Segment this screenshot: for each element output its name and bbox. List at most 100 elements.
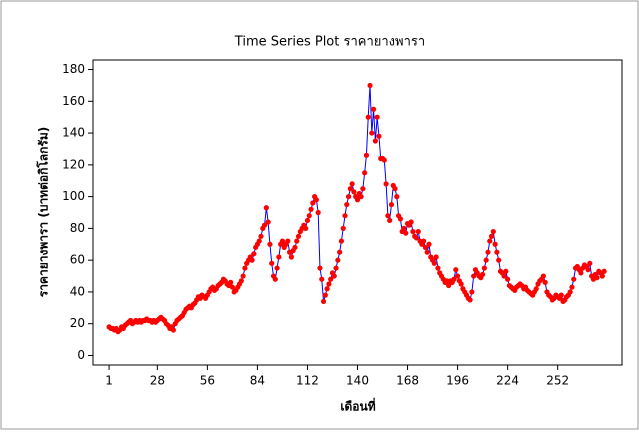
data-point — [292, 244, 298, 251]
data-point — [263, 205, 269, 211]
data-point — [337, 249, 343, 255]
data-point — [342, 213, 348, 219]
data-point — [410, 228, 416, 235]
x-tick-label: 224 — [496, 374, 519, 388]
data-point — [381, 157, 387, 163]
data-point — [483, 257, 489, 263]
data-point — [256, 238, 262, 244]
data-point — [351, 189, 357, 195]
data-point — [469, 289, 475, 295]
data-point — [358, 194, 364, 200]
x-tick-label: 168 — [396, 374, 419, 388]
plot-area — [92, 59, 623, 366]
data-point — [279, 238, 286, 244]
data-point — [338, 238, 345, 244]
data-point — [238, 278, 244, 284]
data-point — [558, 292, 564, 298]
data-point — [421, 238, 427, 244]
data-point — [401, 225, 407, 231]
data-point — [496, 257, 502, 263]
data-point — [276, 254, 282, 260]
data-point — [408, 219, 414, 225]
y-tick-label: 0 — [77, 348, 85, 362]
x-tick-label: 28 — [150, 374, 165, 388]
y-tick-label: 80 — [70, 221, 85, 235]
data-point — [487, 238, 493, 244]
data-point — [335, 257, 341, 263]
data-point — [362, 170, 368, 176]
y-tick-label: 20 — [70, 316, 85, 330]
data-point — [249, 257, 255, 263]
data-point — [376, 133, 382, 139]
data-point — [315, 209, 321, 216]
data-point — [505, 276, 511, 282]
data-point — [261, 222, 268, 228]
data-point — [288, 254, 294, 260]
data-point — [354, 197, 361, 203]
data-point — [422, 244, 429, 251]
data-point — [435, 265, 441, 271]
data-point — [571, 276, 577, 282]
data-point — [367, 82, 373, 89]
data-point — [431, 260, 437, 266]
data-point — [454, 273, 461, 279]
data-point — [569, 284, 575, 290]
data-point — [345, 194, 352, 200]
data-point — [385, 213, 391, 219]
data-point — [347, 186, 353, 192]
data-point — [458, 281, 464, 287]
data-point — [360, 186, 366, 192]
data-point — [424, 249, 430, 255]
data-point — [415, 228, 421, 235]
x-tick-label: 84 — [250, 374, 265, 388]
data-point — [331, 273, 337, 279]
data-point — [413, 235, 420, 241]
data-point — [303, 225, 309, 231]
data-point — [242, 265, 248, 271]
data-point — [228, 279, 234, 285]
chart-title: Time Series Plot ราคายางพารา — [234, 35, 425, 50]
data-point — [363, 152, 370, 158]
data-point — [594, 275, 600, 281]
data-point — [533, 286, 539, 292]
x-axis-label: เดือนที่ — [340, 398, 375, 414]
data-point — [294, 238, 300, 244]
data-point — [326, 281, 332, 287]
data-point — [304, 217, 311, 224]
data-point — [324, 286, 330, 292]
data-point — [344, 201, 350, 208]
data-point — [328, 276, 334, 282]
data-point — [340, 225, 346, 231]
data-point — [481, 265, 487, 271]
data-point — [453, 267, 459, 273]
data-point — [306, 213, 312, 219]
data-point — [567, 289, 573, 295]
x-tick-label: 56 — [200, 374, 215, 388]
x-tick-label: 1 — [105, 374, 113, 388]
data-point — [319, 276, 325, 282]
data-point — [333, 265, 339, 271]
data-point — [446, 282, 452, 289]
y-axis-label: ราคายางพารา (บาทต่อกิโลกรัม) — [36, 127, 51, 298]
data-point — [451, 276, 457, 282]
y-tick-label: 120 — [62, 157, 85, 171]
data-point — [433, 254, 439, 260]
data-point — [485, 249, 491, 255]
y-tick-label: 160 — [62, 94, 85, 108]
data-point — [383, 181, 389, 187]
data-point — [313, 197, 319, 203]
data-point — [170, 327, 177, 333]
data-point — [265, 219, 271, 225]
data-point — [387, 217, 393, 224]
data-point — [426, 241, 432, 247]
data-point — [269, 260, 275, 266]
data-point — [285, 238, 291, 244]
data-point — [503, 268, 509, 274]
data-point — [585, 267, 591, 273]
y-tick-label: 60 — [70, 253, 85, 267]
data-point — [492, 241, 498, 247]
data-point — [372, 138, 378, 144]
data-point — [349, 181, 355, 187]
data-point — [542, 279, 548, 285]
data-point — [490, 228, 496, 235]
